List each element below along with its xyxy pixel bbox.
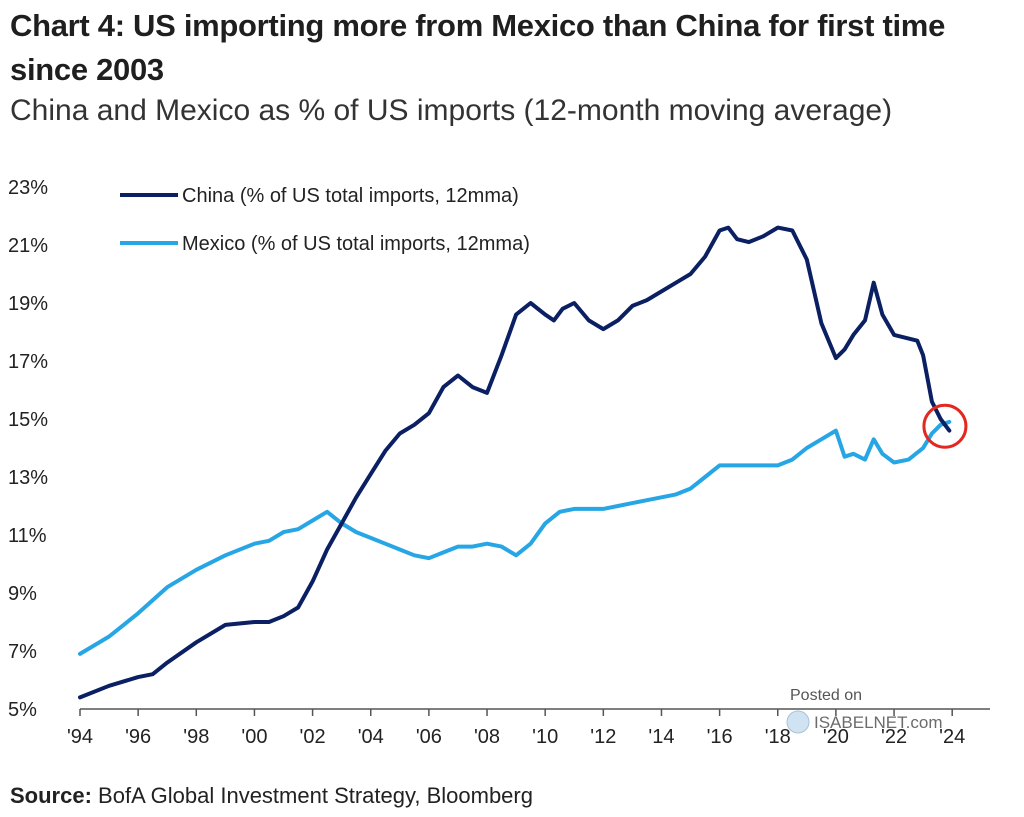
- x-tick-label: '96: [125, 726, 151, 748]
- source-text: BofA Global Investment Strategy, Bloombe…: [98, 783, 533, 808]
- china-series-line: [78, 225, 952, 700]
- x-tick-label: '04: [358, 726, 384, 748]
- mexico-series-line: [78, 419, 952, 656]
- series-layer: [78, 225, 952, 700]
- x-tick-label: '98: [183, 726, 209, 748]
- legend-label-mexico: Mexico (% of US total imports, 12mma): [182, 233, 530, 255]
- chart-title: Chart 4: US importing more from Mexico t…: [10, 8, 946, 87]
- x-tick-label: '20: [823, 726, 849, 748]
- legend: China (% of US total imports, 12mma) Mexi…: [120, 185, 530, 255]
- y-tick-label: 7%: [8, 641, 37, 663]
- y-tick-label: 15%: [8, 409, 48, 431]
- x-tick-label: '24: [939, 726, 965, 748]
- y-tick-label: 17%: [8, 351, 48, 373]
- x-tick-label: '18: [765, 726, 791, 748]
- y-tick-label: 21%: [8, 235, 48, 257]
- y-tick-label: 13%: [8, 467, 48, 489]
- y-tick-label: 11%: [8, 525, 47, 547]
- x-tick-label: '94: [67, 726, 93, 748]
- y-tick-label: 23%: [8, 177, 48, 199]
- y-axis: 5% 7% 9% 11% 13% 15% 17% 19% 21% 23%: [8, 177, 48, 721]
- y-tick-label: 5%: [8, 699, 37, 721]
- x-axis: '94 '96 '98 '00 '02 '04 '06 '08 '10 '12 '14 '16 '18 '…: [67, 708, 990, 748]
- source-label: Source:: [10, 783, 92, 808]
- watermark-globe-icon: [786, 710, 810, 734]
- chart-subtitle: China and Mexico as % of US imports (12-…: [10, 94, 893, 127]
- x-tick-label: '08: [474, 726, 500, 748]
- x-tick-label: '22: [881, 726, 907, 748]
- y-tick-label: 19%: [8, 293, 48, 315]
- crossover-circle: [922, 403, 968, 449]
- x-tick-label: '12: [590, 726, 616, 748]
- x-tick-label: '14: [648, 726, 674, 748]
- source-note: Source: BofA Global Investment Strategy,…: [10, 783, 533, 809]
- x-tick-label: '02: [300, 726, 326, 748]
- isabelnet-watermark: Posted on ISABELNET.com: [786, 687, 943, 734]
- x-tick-label: '06: [416, 726, 442, 748]
- y-tick-label: 9%: [8, 583, 37, 605]
- x-tick-label: '00: [241, 726, 267, 748]
- crossover-highlight: [922, 403, 968, 449]
- x-tick-label: '10: [532, 726, 558, 748]
- watermark-site: ISABELNET.com: [814, 713, 943, 732]
- x-tick-label: '16: [707, 726, 733, 748]
- legend-label-china: China (% of US total imports, 12mma): [182, 185, 519, 207]
- watermark-posted-on: Posted on: [790, 687, 862, 704]
